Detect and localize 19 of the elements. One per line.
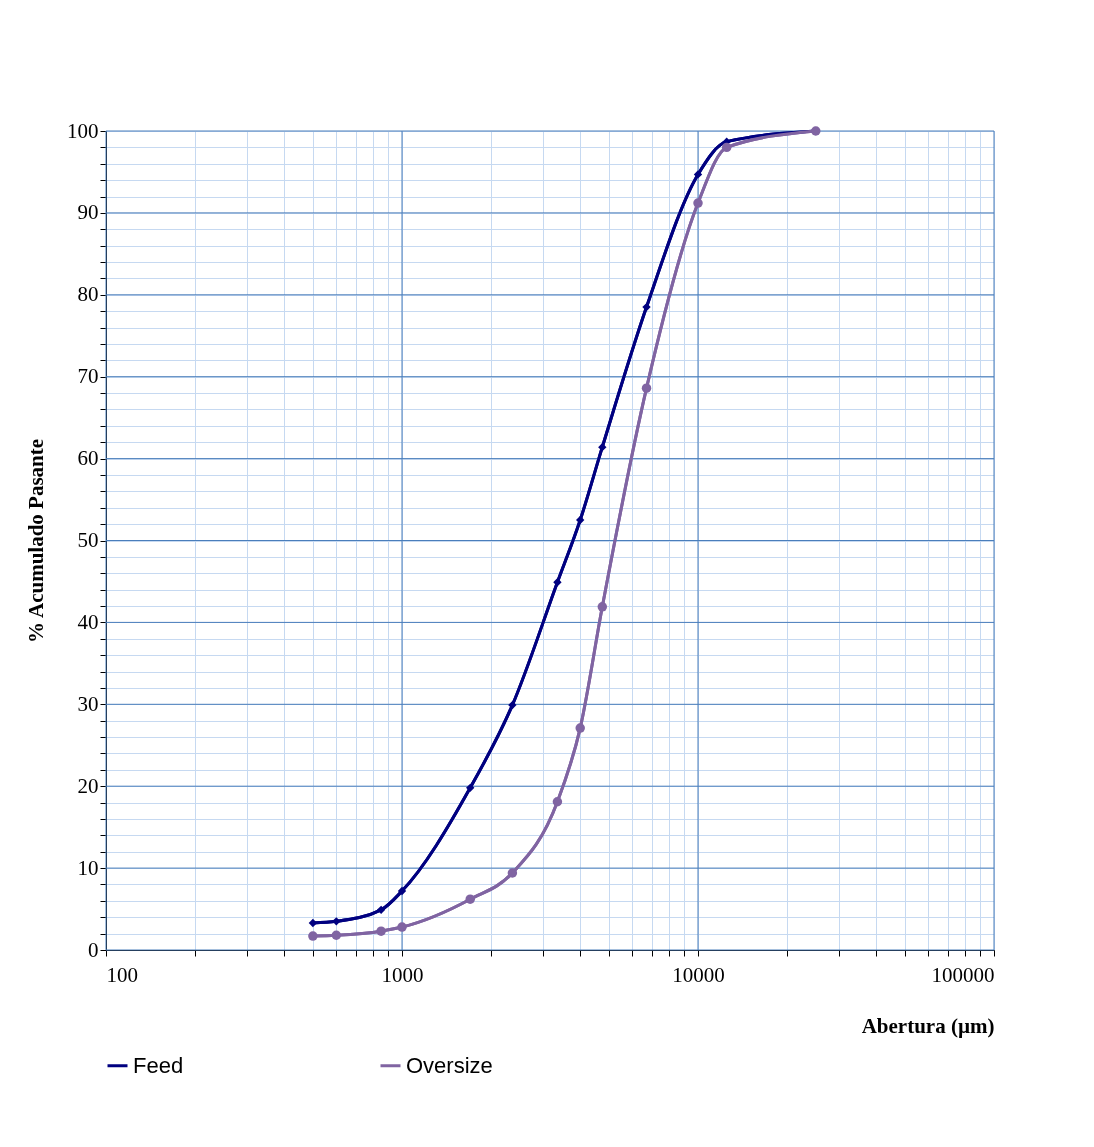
y-tick-label: 70 (77, 364, 99, 389)
x-axis-title: Abertura (µm) (861, 1013, 995, 1038)
y-tick-label: 90 (77, 200, 99, 225)
legend-label: Feed (133, 1052, 184, 1078)
y-tick-label: 40 (77, 609, 99, 634)
y-tick-label: 50 (77, 528, 99, 552)
y-tick-label: 20 (77, 773, 99, 798)
x-tick-label: 10000 (672, 962, 725, 987)
legend-label: Oversize (406, 1052, 493, 1078)
x-tick-label: 1000 (381, 962, 424, 987)
y-tick-label: 100 (67, 118, 99, 143)
x-tick-label: 100000 (931, 962, 995, 987)
y-axis-title: % Acumulado Pasante (24, 438, 48, 644)
y-tick-label: 30 (77, 691, 99, 716)
y-tick-label: 80 (77, 282, 99, 307)
x-tick-label: 100 (106, 962, 138, 987)
y-tick-label: 0 (88, 937, 99, 962)
y-tick-label: 60 (77, 446, 99, 471)
y-tick-label: 10 (77, 855, 99, 880)
